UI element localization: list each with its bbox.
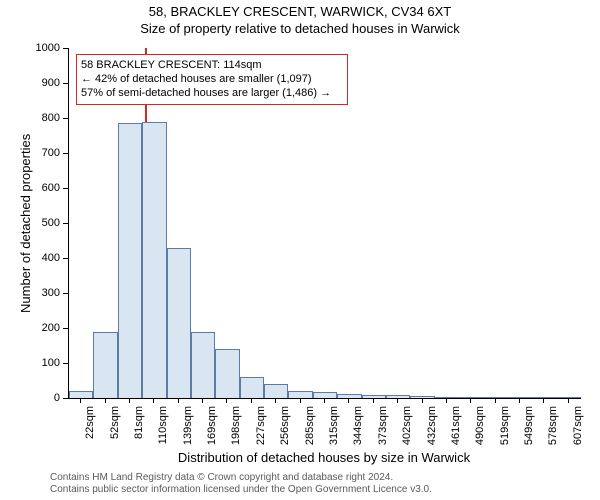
y-tick-mark xyxy=(63,258,68,259)
x-tick-mark xyxy=(275,398,276,403)
footer-line: Contains public sector information licen… xyxy=(50,484,432,496)
y-tick-label: 600 xyxy=(28,182,60,194)
x-tick-mark xyxy=(373,398,374,403)
info-box-line: 58 BRACKLEY CRESCENT: 114sqm xyxy=(81,59,343,73)
histogram-bar xyxy=(93,332,117,399)
histogram-bar xyxy=(459,397,483,398)
x-tick-label: 607sqm xyxy=(572,406,584,456)
y-tick-label: 700 xyxy=(28,147,60,159)
y-tick-label: 300 xyxy=(28,287,60,299)
histogram-bar xyxy=(557,397,581,398)
y-tick-mark xyxy=(63,118,68,119)
x-tick-mark xyxy=(422,398,423,403)
y-tick-mark xyxy=(63,293,68,294)
y-tick-mark xyxy=(63,363,68,364)
y-tick-mark xyxy=(63,48,68,49)
histogram-bar xyxy=(483,397,507,398)
y-tick-label: 400 xyxy=(28,252,60,264)
chart-title-main: 58, BRACKLEY CRESCENT, WARWICK, CV34 6XT xyxy=(0,0,600,19)
histogram-bar xyxy=(118,123,142,398)
x-tick-label: 52sqm xyxy=(109,406,121,456)
histogram-bar xyxy=(435,397,459,398)
x-tick-label: 285sqm xyxy=(304,406,316,456)
x-tick-mark xyxy=(324,398,325,403)
y-tick-mark xyxy=(63,398,68,399)
x-tick-mark xyxy=(543,398,544,403)
chart-container: 58, BRACKLEY CRESCENT, WARWICK, CV34 6XT… xyxy=(0,0,600,500)
histogram-bar xyxy=(240,377,264,398)
x-tick-label: 461sqm xyxy=(450,406,462,456)
x-tick-label: 139sqm xyxy=(182,406,194,456)
x-tick-mark xyxy=(568,398,569,403)
x-tick-label: 432sqm xyxy=(426,406,438,456)
y-tick-label: 200 xyxy=(28,322,60,334)
chart-title-sub: Size of property relative to detached ho… xyxy=(0,19,600,36)
histogram-bar xyxy=(337,394,361,398)
x-tick-label: 110sqm xyxy=(157,406,169,456)
x-tick-label: 578sqm xyxy=(547,406,559,456)
x-tick-label: 22sqm xyxy=(84,406,96,456)
x-tick-mark xyxy=(153,398,154,403)
histogram-bar xyxy=(167,248,191,399)
y-tick-label: 800 xyxy=(28,112,60,124)
x-tick-label: 402sqm xyxy=(401,406,413,456)
x-tick-mark xyxy=(397,398,398,403)
y-tick-mark xyxy=(63,328,68,329)
x-tick-label: 169sqm xyxy=(206,406,218,456)
x-tick-mark xyxy=(519,398,520,403)
x-tick-mark xyxy=(300,398,301,403)
histogram-bar xyxy=(191,332,215,399)
x-tick-mark xyxy=(348,398,349,403)
x-tick-mark xyxy=(178,398,179,403)
histogram-bar xyxy=(288,391,312,398)
histogram-bar xyxy=(362,395,386,399)
y-tick-mark xyxy=(63,83,68,84)
y-tick-mark xyxy=(63,188,68,189)
info-box-line: 57% of semi-detached houses are larger (… xyxy=(81,87,343,101)
y-tick-label: 0 xyxy=(28,392,60,404)
info-box: 58 BRACKLEY CRESCENT: 114sqm ← 42% of de… xyxy=(76,54,348,105)
histogram-bar xyxy=(532,397,556,398)
y-tick-label: 1000 xyxy=(28,42,60,54)
x-tick-label: 490sqm xyxy=(474,406,486,456)
x-tick-label: 256sqm xyxy=(279,406,291,456)
x-tick-label: 519sqm xyxy=(499,406,511,456)
histogram-bar xyxy=(69,391,93,398)
x-tick-mark xyxy=(446,398,447,403)
x-tick-label: 198sqm xyxy=(230,406,242,456)
histogram-bar xyxy=(264,384,288,398)
x-tick-mark xyxy=(129,398,130,403)
x-tick-mark xyxy=(495,398,496,403)
x-tick-label: 344sqm xyxy=(352,406,364,456)
x-tick-mark xyxy=(202,398,203,403)
x-tick-mark xyxy=(226,398,227,403)
x-tick-mark xyxy=(80,398,81,403)
x-tick-label: 227sqm xyxy=(255,406,267,456)
x-tick-mark xyxy=(251,398,252,403)
x-tick-label: 315sqm xyxy=(328,406,340,456)
x-tick-label: 373sqm xyxy=(377,406,389,456)
footer-line: Contains HM Land Registry data © Crown c… xyxy=(50,472,432,484)
x-tick-mark xyxy=(470,398,471,403)
x-tick-label: 549sqm xyxy=(523,406,535,456)
y-tick-mark xyxy=(63,153,68,154)
info-box-line: ← 42% of detached houses are smaller (1,… xyxy=(81,73,343,87)
histogram-bar xyxy=(410,396,434,398)
y-tick-mark xyxy=(63,223,68,224)
x-tick-label: 81sqm xyxy=(133,406,145,456)
y-tick-label: 100 xyxy=(28,357,60,369)
histogram-bar xyxy=(142,122,166,399)
y-tick-label: 900 xyxy=(28,77,60,89)
histogram-bar xyxy=(215,349,239,398)
footer-attribution: Contains HM Land Registry data © Crown c… xyxy=(50,472,432,496)
y-tick-label: 500 xyxy=(28,217,60,229)
x-tick-mark xyxy=(105,398,106,403)
